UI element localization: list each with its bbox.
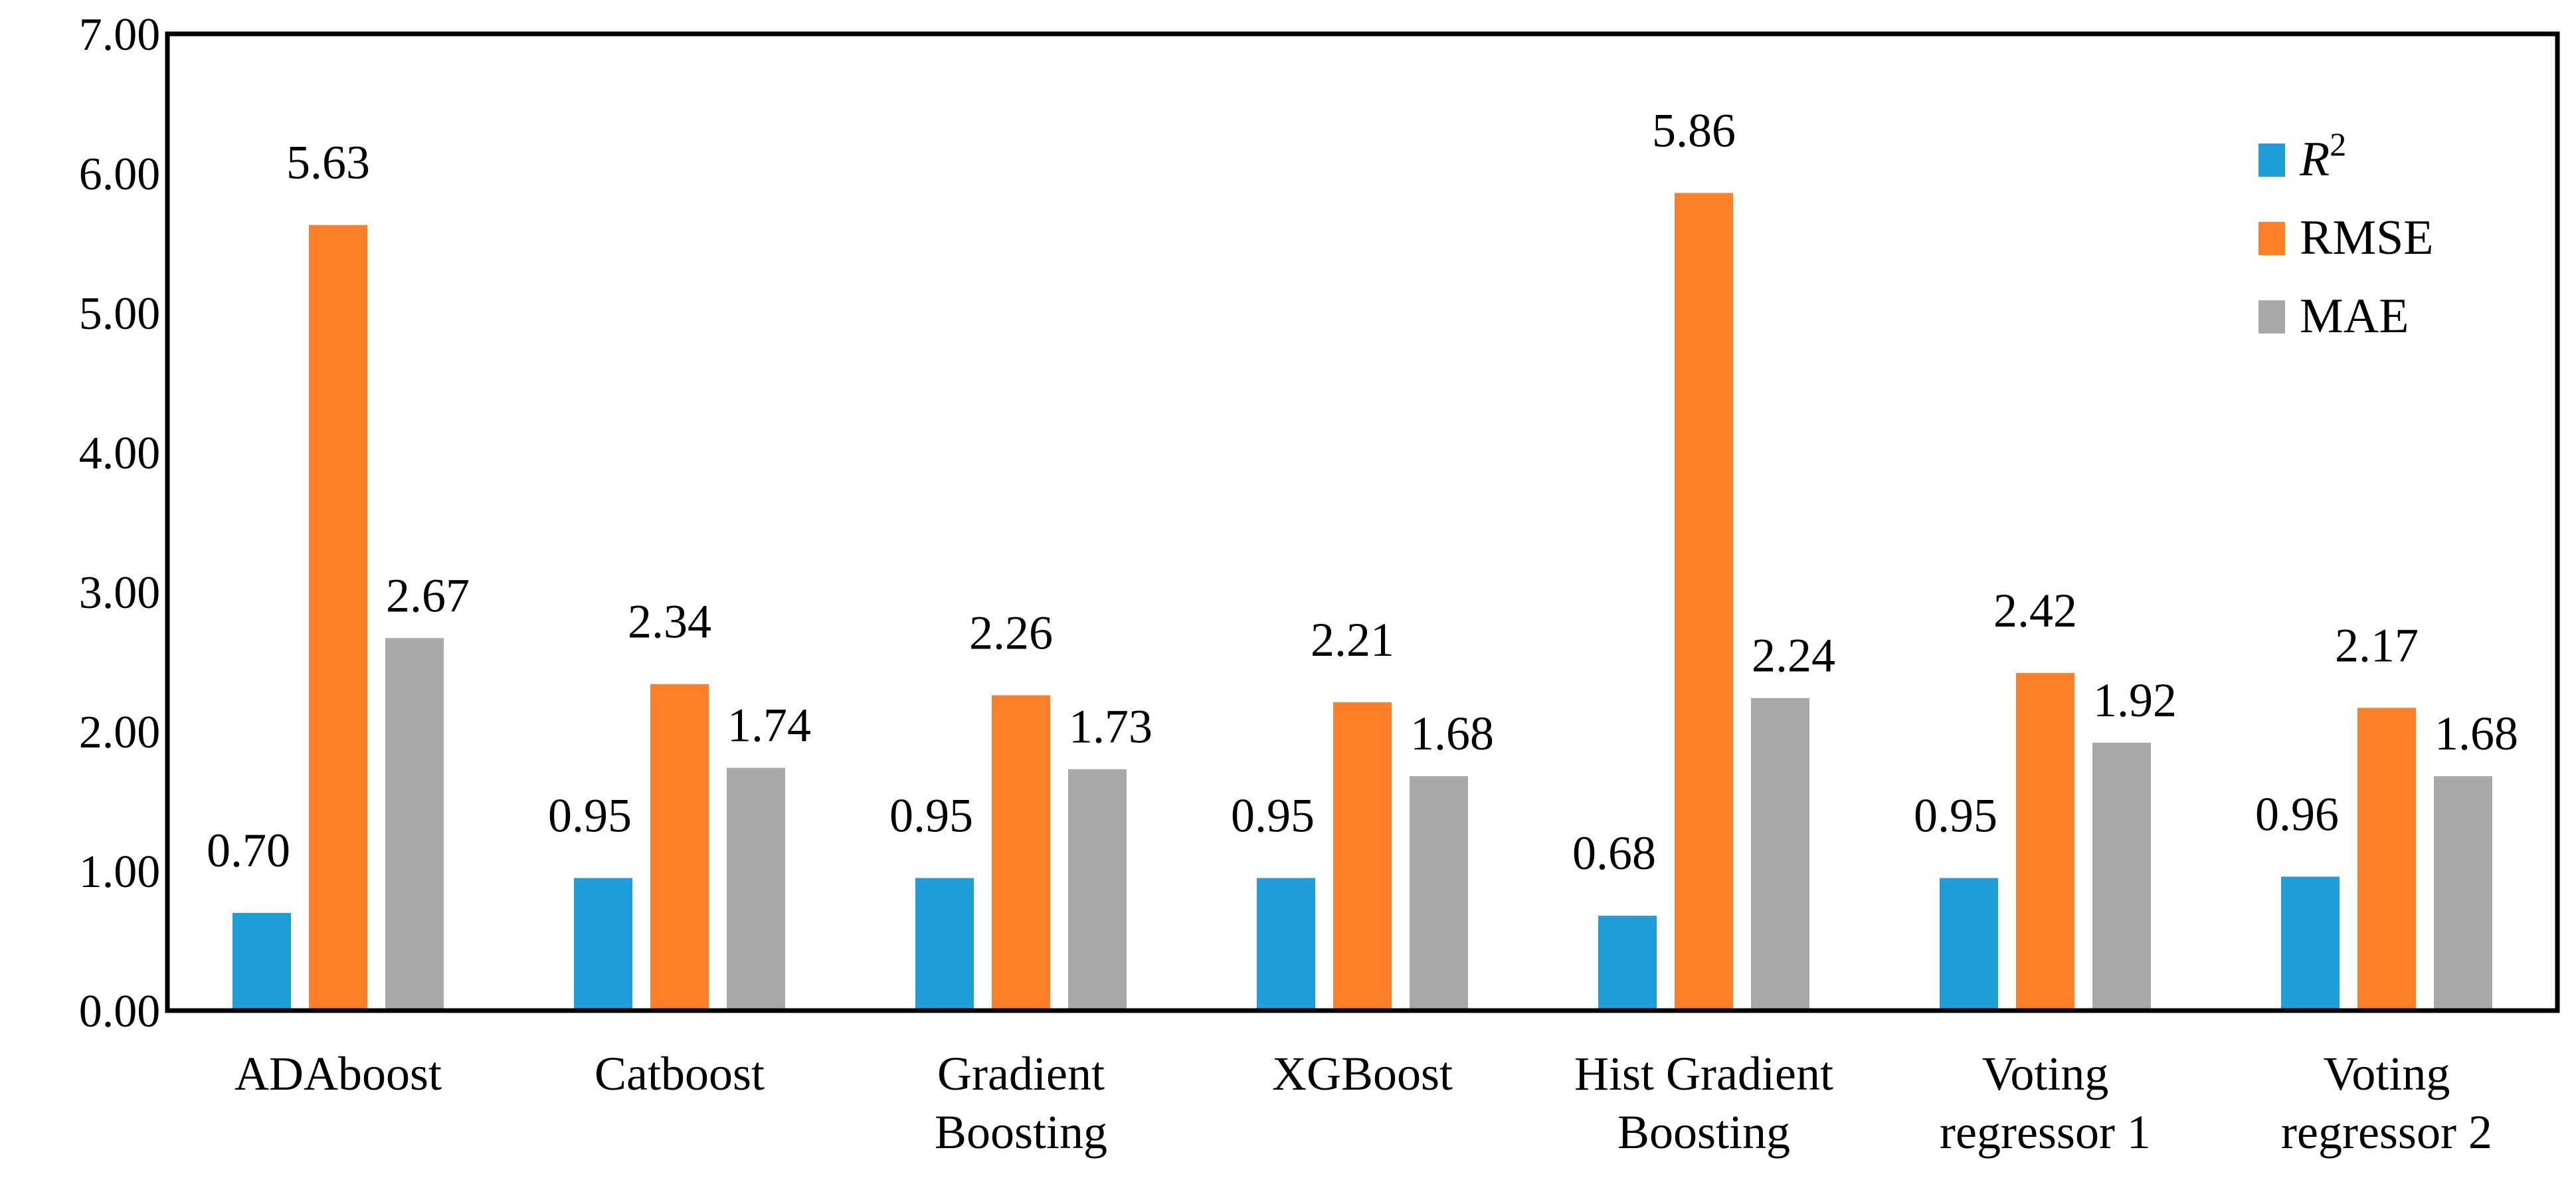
bar-rmse [2357, 708, 2416, 1011]
data-label: 5.63 [286, 136, 370, 189]
bar-r [1257, 878, 1315, 1011]
data-label: 0.95 [1914, 789, 1997, 842]
x-category-label: regressor 2 [2281, 1106, 2492, 1159]
data-label: 2.67 [386, 569, 470, 622]
legend-label: RMSE [2300, 211, 2434, 265]
x-category-label: ADAboost [234, 1047, 442, 1100]
bar-mae [1410, 776, 1468, 1011]
y-tick-label: 7.00 [79, 9, 161, 60]
legend-swatch-mae [2258, 300, 2285, 334]
bar-r [1940, 878, 1998, 1011]
bar-r [574, 878, 632, 1011]
bar-rmse [1675, 193, 1733, 1011]
legend-label: MAE [2300, 289, 2409, 344]
data-label: 0.95 [548, 789, 632, 842]
y-axis: 0.00 1.00 2.00 3.00 4.00 5.00 6.00 7.00 [79, 9, 161, 1037]
bar-rmse [2016, 672, 2074, 1011]
data-label: 0.68 [1572, 827, 1656, 880]
data-label: 1.73 [1069, 700, 1152, 753]
x-category-label: Catboost [595, 1047, 765, 1100]
data-labels: 0.70 5.63 2.67 0.95 2.34 1.74 0.95 2.26 1.73 0.95… [207, 104, 2518, 880]
y-tick-label: 1.00 [79, 846, 161, 898]
bar-r [915, 878, 974, 1011]
legend-swatch-rmse [2258, 222, 2285, 255]
data-label: 2.24 [1752, 629, 1835, 682]
legend: R2 RMSE MAE [2258, 126, 2434, 344]
y-tick-label: 2.00 [79, 707, 161, 758]
bar-mae [1751, 698, 1809, 1011]
y-tick-label: 3.00 [79, 567, 161, 619]
y-tick-label: 4.00 [79, 428, 161, 479]
legend-swatch-r [2258, 144, 2285, 177]
y-tick-label: 0.00 [79, 986, 161, 1037]
bar-rmse [992, 695, 1050, 1011]
data-label: 2.26 [969, 606, 1053, 659]
x-category-label: Gradient [937, 1047, 1105, 1100]
bar-rmse [309, 225, 367, 1011]
data-label: 2.42 [1993, 584, 2077, 637]
data-label: 2.21 [1311, 613, 1394, 666]
x-axis: ADAboost Catboost Gradient Boosting XGBoost H… [234, 1047, 2492, 1159]
data-label: 2.17 [2335, 619, 2419, 672]
x-category-label: regressor 1 [1940, 1106, 2151, 1159]
x-category-label: Hist Gradient [1574, 1047, 1833, 1100]
data-label: 0.95 [1231, 789, 1315, 842]
data-label: 2.34 [628, 595, 711, 648]
data-label: 0.70 [207, 824, 290, 877]
y-tick-label: 5.00 [79, 288, 161, 340]
x-category-label: Voting [2324, 1047, 2450, 1100]
bar-r [2281, 876, 2340, 1011]
bar-r [232, 913, 291, 1011]
legend-label-text: RMSE [2300, 211, 2434, 265]
legend-label-text: R [2299, 132, 2330, 187]
data-label: 1.68 [2435, 707, 2518, 760]
x-category-label: Boosting [1617, 1106, 1790, 1159]
legend-label-superscript: 2 [2330, 126, 2346, 163]
y-tick-label: 6.00 [79, 149, 161, 200]
data-label: 5.86 [1652, 104, 1736, 157]
bars-layer [232, 193, 2492, 1011]
bar-rmse [1333, 702, 1392, 1011]
bar-mae [385, 638, 444, 1011]
bar-mae [2434, 776, 2492, 1011]
bar-mae [1068, 769, 1127, 1011]
bar-mae [2092, 742, 2151, 1011]
x-category-label: Boosting [935, 1106, 1107, 1159]
data-label: 0.95 [889, 789, 973, 842]
data-label: 1.74 [727, 699, 811, 752]
plot-frame [165, 31, 2560, 1013]
data-label: 1.68 [1410, 707, 1494, 760]
bar-rmse [650, 684, 709, 1011]
bar-r [1598, 916, 1657, 1011]
bar-mae [727, 767, 785, 1011]
x-category-label: Voting [1982, 1047, 2109, 1100]
data-label: 1.92 [2093, 674, 2177, 727]
x-category-label: XGBoost [1272, 1047, 1453, 1100]
data-label: 0.96 [2255, 787, 2339, 840]
legend-label: R2 [2299, 126, 2346, 187]
legend-label-text: MAE [2300, 289, 2409, 344]
